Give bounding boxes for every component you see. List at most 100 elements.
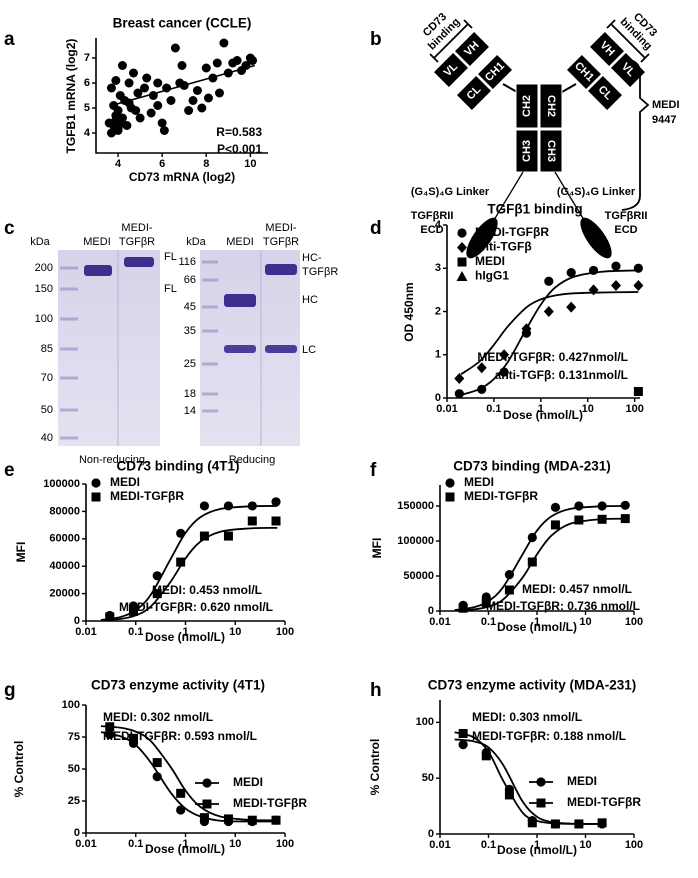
legend-label: MEDI: [233, 775, 263, 789]
marker: [550, 520, 560, 530]
point: [113, 126, 123, 135]
panel-label: d: [370, 218, 382, 239]
point: [166, 96, 176, 105]
marker: [597, 818, 607, 828]
x-tick-label: 0.1: [128, 838, 143, 850]
legend-marker: [445, 492, 455, 502]
fit-curve: [454, 517, 627, 612]
band: [265, 264, 297, 275]
x-tick-label: 0.1: [128, 626, 143, 638]
annotation: MEDI-TGFβR: 0.188 nmol/L: [472, 729, 626, 743]
x-axis-label: Dose (nmol/L): [145, 630, 225, 644]
legend-label: MEDI: [464, 475, 494, 489]
y-tick-label: 0: [428, 828, 434, 840]
y-tick-label: 75: [68, 731, 80, 743]
ladder-band: [60, 408, 78, 412]
marker: [550, 819, 560, 829]
x-axis-label: Dose (nmol/L): [503, 408, 583, 422]
marker: [566, 267, 576, 278]
marker-label: 25: [184, 358, 196, 370]
fit-curve: [100, 505, 278, 621]
marker: [176, 557, 186, 567]
marker: [223, 531, 233, 541]
marker-label: 100: [35, 313, 53, 325]
y-tick-label: 80000: [49, 505, 80, 517]
panel-label: c: [4, 218, 15, 239]
x-tick-label: 10: [579, 616, 591, 628]
point: [177, 61, 187, 70]
y-axis-label: MFI: [370, 538, 384, 559]
marker: [105, 612, 115, 622]
chart: 0 20000 40000 60000 80000 100000 0.01 0.1 1 10 100…: [14, 459, 294, 645]
hinge: [502, 83, 577, 93]
point: [153, 78, 163, 88]
y-tick-label: 25: [68, 795, 80, 807]
marker: [588, 265, 599, 276]
y-axis-label: OD 450nm: [402, 282, 416, 341]
x-axis-label: CD73 mRNA (log2): [129, 170, 235, 184]
point: [201, 63, 211, 73]
marker: [458, 603, 468, 613]
marker: [247, 815, 257, 825]
marker: [152, 571, 162, 581]
point: [111, 116, 121, 125]
y-tick-label: 50: [422, 772, 434, 784]
cd73-bracket: [429, 19, 650, 63]
gel-panel: kDa 200 150 100 85 70 50 40 MEDI MEDI- TGFβR FL FL No…: [30, 222, 338, 466]
domain: CH1: [565, 53, 603, 91]
marker: [247, 516, 257, 526]
marker: [504, 585, 514, 595]
band-label: HC-: [302, 252, 322, 264]
y-tick-label: 50: [68, 763, 80, 775]
marker: [588, 284, 599, 296]
x-tick-label: 10: [229, 838, 241, 850]
annotation: MEDI-TGFβR: 0.593 nmol/L: [103, 729, 257, 743]
linker-label: (G₄S)₄G Linker: [557, 186, 636, 198]
y-axis-label: TGFB1 mRNA (log2): [64, 39, 78, 154]
marker: [620, 500, 630, 510]
point: [133, 88, 143, 98]
lane-label: TGFβR: [263, 236, 299, 248]
y-tick-label: 100000: [43, 478, 80, 490]
x-tick-label: 100: [625, 616, 643, 628]
marker: [566, 301, 577, 313]
y-tick-label: 0: [428, 605, 434, 617]
marker: [271, 815, 281, 825]
y-axis-label: % Control: [12, 741, 26, 798]
molecule-label: MEDI: [652, 99, 680, 111]
linker: [493, 171, 524, 221]
point: [142, 73, 152, 83]
marker: [620, 514, 630, 524]
marker: [504, 570, 515, 580]
point: [170, 43, 180, 53]
band: [124, 257, 154, 267]
ladder-band: [202, 362, 218, 366]
marker: [597, 501, 607, 511]
point: [184, 106, 194, 115]
y-tick-label: 0: [74, 827, 80, 839]
marker: [454, 389, 464, 399]
marker: [574, 515, 584, 525]
marker: [504, 790, 514, 800]
x-tick-label: 0.01: [436, 403, 457, 415]
band-label: FL: [164, 251, 177, 263]
point: [122, 121, 132, 130]
legend-marker: [457, 257, 467, 267]
y-tick-label: 0: [74, 615, 80, 627]
marker: [199, 813, 209, 823]
axes: [95, 38, 268, 154]
marker: [544, 276, 554, 286]
ladder-band: [60, 347, 78, 351]
marker: [574, 819, 584, 829]
chart: 4 5 6 7 4 6 8 10 Breast cancer (CCLE) CD73 mRNA (…: [64, 16, 268, 184]
band-label: HC: [302, 294, 318, 306]
ecd-label: ECD: [420, 224, 443, 236]
axes: [85, 705, 285, 834]
legend-label: MEDI-TGFβR: [110, 489, 184, 503]
legend-marker: [457, 228, 467, 238]
marker: [271, 516, 281, 526]
band-label: TGFβR: [302, 266, 338, 278]
marker: [152, 758, 162, 768]
marker: [550, 502, 561, 512]
x-tick-label: 1: [534, 839, 540, 851]
